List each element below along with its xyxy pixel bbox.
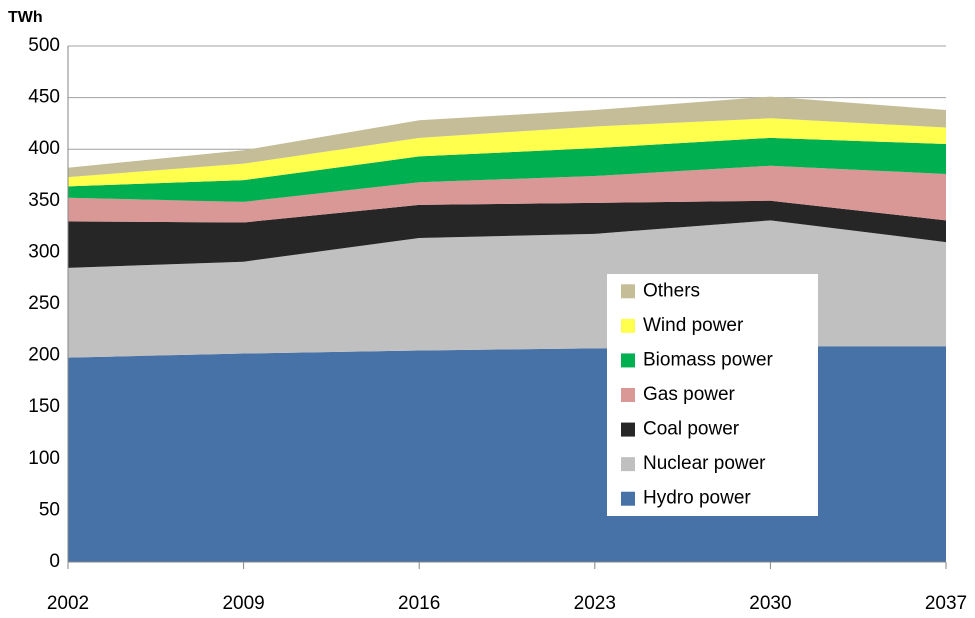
legend-swatch <box>621 388 635 402</box>
legend-swatch <box>621 318 635 333</box>
y-tick-label: 400 <box>28 138 60 159</box>
legend-swatch <box>621 284 635 299</box>
area <box>68 118 946 187</box>
legend-label: Gas power <box>643 384 736 405</box>
x-tick-label: 2030 <box>749 593 791 614</box>
legend-swatch <box>621 457 635 472</box>
y-tick-label: 500 <box>28 35 60 56</box>
y-tick-label: 150 <box>28 396 60 417</box>
legend-swatch <box>621 491 635 506</box>
area <box>68 96 946 178</box>
legend-swatch <box>621 353 635 368</box>
y-axis-label: TWh <box>8 9 43 26</box>
y-tick-label: 350 <box>28 190 60 211</box>
x-tick-label: 2023 <box>574 593 616 614</box>
legend-label: Hydro power <box>643 488 751 509</box>
y-tick-label: 100 <box>28 448 60 469</box>
y-tick-label: 50 <box>39 499 60 520</box>
area <box>68 165 946 223</box>
legend-label: Wind power <box>643 315 744 336</box>
x-tick-label: 2037 <box>925 593 967 614</box>
y-tick-label: 200 <box>28 345 60 366</box>
y-tick-label: 250 <box>28 293 60 314</box>
legend-box <box>607 274 818 516</box>
y-tick-label: 300 <box>28 241 60 262</box>
legend-swatch <box>621 422 635 437</box>
area <box>68 137 946 202</box>
legend-label: Others <box>643 280 700 301</box>
legend-label: Biomass power <box>643 349 774 370</box>
legend-label: Nuclear power <box>643 453 766 474</box>
x-tick-label: 2009 <box>222 593 264 614</box>
y-tick-label: 450 <box>28 87 60 108</box>
x-tick-label: 2016 <box>398 593 440 614</box>
area <box>68 200 946 268</box>
legend-label: Coal power <box>643 419 740 440</box>
x-tick-label: 2002 <box>47 593 89 614</box>
y-tick-label: 0 <box>49 551 60 572</box>
